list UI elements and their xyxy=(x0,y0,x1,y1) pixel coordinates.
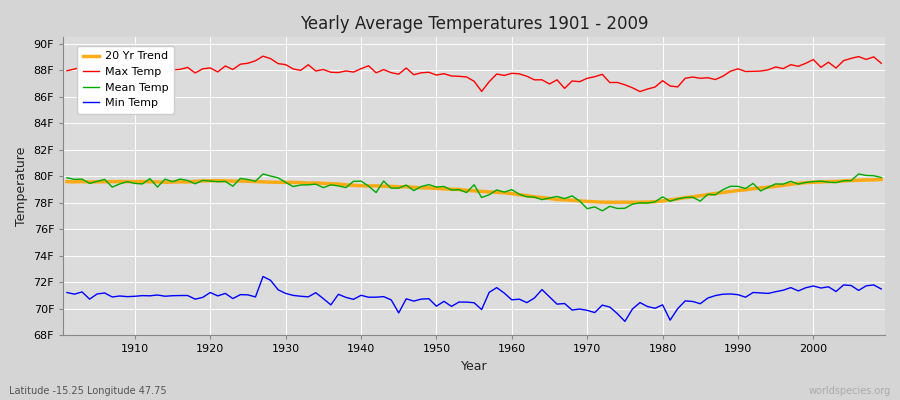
Line: 20 Yr Trend: 20 Yr Trend xyxy=(67,180,881,202)
Mean Temp xyxy=(333,184,344,188)
Max Temp xyxy=(340,68,351,73)
Mean Temp xyxy=(876,175,886,180)
Max Temp xyxy=(514,72,525,76)
20 Yr Trend xyxy=(61,179,72,184)
20 Yr Trend xyxy=(122,179,132,184)
20 Yr Trend xyxy=(627,200,638,205)
Min Temp xyxy=(295,294,306,299)
Max Temp xyxy=(61,68,72,73)
Min Temp xyxy=(257,274,268,279)
Line: Min Temp: Min Temp xyxy=(67,276,881,321)
Text: worldspecies.org: worldspecies.org xyxy=(809,386,891,396)
Max Temp xyxy=(634,89,645,94)
20 Yr Trend xyxy=(597,200,608,204)
20 Yr Trend xyxy=(333,182,344,186)
Title: Yearly Average Temperatures 1901 - 2009: Yearly Average Temperatures 1901 - 2009 xyxy=(300,15,648,33)
Min Temp xyxy=(507,297,517,302)
Min Temp xyxy=(605,305,616,310)
Legend: 20 Yr Trend, Max Temp, Mean Temp, Min Temp: 20 Yr Trend, Max Temp, Mean Temp, Min Te… xyxy=(77,46,174,114)
Text: Latitude -15.25 Longitude 47.75: Latitude -15.25 Longitude 47.75 xyxy=(9,386,166,396)
X-axis label: Year: Year xyxy=(461,360,488,373)
Line: Max Temp: Max Temp xyxy=(67,56,881,92)
Max Temp xyxy=(122,68,132,73)
20 Yr Trend xyxy=(876,177,886,182)
Max Temp xyxy=(257,54,268,58)
Line: Mean Temp: Mean Temp xyxy=(67,174,881,211)
20 Yr Trend xyxy=(288,180,299,185)
20 Yr Trend xyxy=(499,190,509,195)
Mean Temp xyxy=(288,184,299,189)
Min Temp xyxy=(619,319,630,324)
Mean Temp xyxy=(597,208,608,213)
Mean Temp xyxy=(499,190,509,194)
Min Temp xyxy=(514,297,525,302)
Y-axis label: Temperature: Temperature xyxy=(15,147,28,226)
Min Temp xyxy=(61,290,72,295)
Mean Temp xyxy=(507,187,517,192)
Max Temp xyxy=(295,68,306,73)
Max Temp xyxy=(507,71,517,76)
Max Temp xyxy=(876,61,886,66)
Mean Temp xyxy=(853,172,864,176)
Min Temp xyxy=(876,286,886,291)
Mean Temp xyxy=(605,204,616,209)
Mean Temp xyxy=(61,175,72,180)
Min Temp xyxy=(122,294,132,299)
Max Temp xyxy=(605,80,616,85)
20 Yr Trend xyxy=(507,191,517,196)
Mean Temp xyxy=(122,179,132,184)
Min Temp xyxy=(340,295,351,300)
